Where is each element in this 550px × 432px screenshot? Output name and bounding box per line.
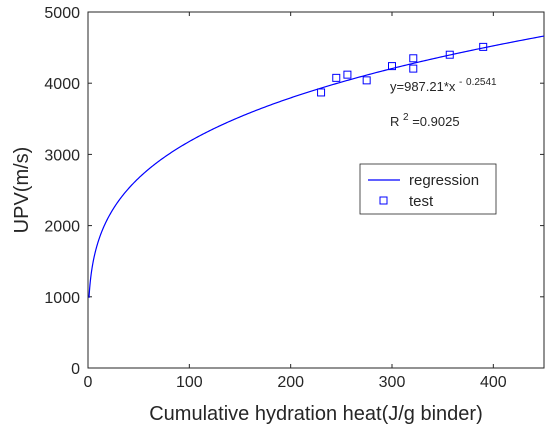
y-axis-label: UPV(m/s) <box>11 147 33 234</box>
legend: regression test <box>359 163 497 215</box>
equation-exponent: - <box>459 77 462 88</box>
r-squared-prefix: R <box>390 114 399 129</box>
y-tick-label: 0 <box>71 361 80 378</box>
legend-test-swatch <box>379 196 388 205</box>
r-squared-power: 2 <box>403 112 409 123</box>
x-tick-label: 200 <box>277 374 304 391</box>
legend-regression-label: regression <box>409 172 479 189</box>
test-point <box>479 42 488 51</box>
equation-base: y=987.21*x <box>390 79 456 94</box>
test-point <box>317 88 326 97</box>
x-axis-label: Cumulative hydration heat(J/g binder) <box>149 403 483 425</box>
x-tick-label: 400 <box>480 374 507 391</box>
y-tick-label: 1000 <box>44 290 80 307</box>
y-tick-label: 3000 <box>44 147 80 164</box>
regression-line <box>88 35 545 298</box>
x-tick-label: 100 <box>176 374 203 391</box>
test-point <box>445 50 454 59</box>
test-point <box>409 64 418 73</box>
test-points <box>317 42 488 97</box>
y-tick-label: 5000 <box>44 5 80 22</box>
r-squared-value: =0.9025 <box>412 114 459 129</box>
test-point <box>362 76 371 85</box>
test-point <box>332 73 341 82</box>
legend-test-label: test <box>409 193 434 210</box>
x-tick-label: 300 <box>379 374 406 391</box>
test-point <box>343 70 352 79</box>
equation-annotation: y=987.21*x - 0.2541 <box>390 73 497 94</box>
x-tick-label: 0 <box>84 374 93 391</box>
test-point <box>409 54 418 63</box>
y-tick-label: 2000 <box>44 219 80 236</box>
y-tick-label: 4000 <box>44 76 80 93</box>
equation-exponent-value: 0.2541 <box>466 77 497 88</box>
legend-box <box>359 163 497 215</box>
test-point <box>388 62 396 71</box>
r-squared-annotation: R 2 =0.9025 <box>390 108 460 129</box>
